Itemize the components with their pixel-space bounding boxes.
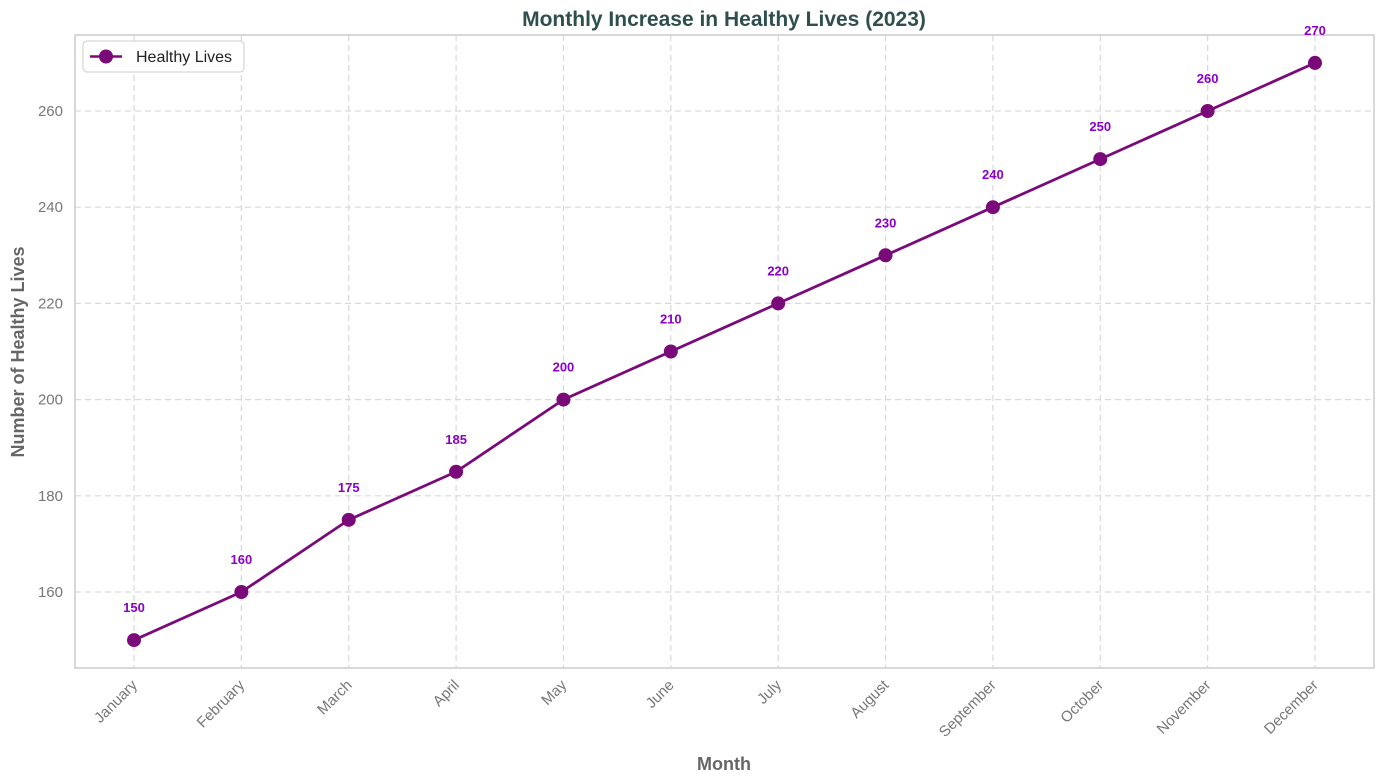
data-label: 150 [123,600,145,615]
data-label: 240 [982,167,1004,182]
data-point [1093,152,1108,167]
legend-marker-swatch [99,49,113,64]
y-tick-label: 240 [38,199,63,216]
series-line [132,61,1317,642]
data-label: 250 [1089,119,1111,134]
data-label: 175 [338,480,360,495]
legend: Healthy Lives [82,40,245,73]
data-label: 270 [1304,23,1326,38]
data-label: 220 [767,263,789,278]
y-gridlines [75,110,1374,593]
chart-title: Monthly Increase in Healthy Lives (2023) [522,8,926,31]
data-labels: 150 160 175 185 200 210 220 230 240 250 260 270 [123,23,1326,615]
data-label: 230 [875,215,897,230]
data-point [234,585,249,600]
data-point [449,464,464,479]
y-tick-label: 220 [38,295,63,312]
data-point [985,200,1000,215]
data-point [127,633,141,648]
data-point [556,392,571,407]
data-label: 185 [445,432,467,447]
y-axis-label: Number of Healthy Lives [8,246,28,457]
y-tick-label: 200 [38,392,63,409]
x-axis-label: Month [697,754,751,774]
x-gridlines [133,35,1316,668]
y-tick-label: 180 [38,488,63,505]
legend-label: Healthy Lives [136,49,232,66]
series-layer [127,55,1322,648]
data-point [341,512,356,527]
y-tick-label: 260 [38,103,63,120]
data-point [1308,55,1322,70]
data-label: 260 [1197,71,1219,86]
data-point [663,344,678,359]
data-label: 210 [660,312,682,327]
y-tick-label: 160 [38,584,63,601]
data-point [878,248,893,263]
plot-frame [74,34,1375,669]
data-point [771,296,786,311]
legend-box [82,40,245,73]
y-tick-labels: 160 180 200 220 240 260 [38,103,63,601]
data-label: 200 [553,360,575,375]
data-point [1200,103,1215,118]
data-label: 160 [231,552,253,567]
